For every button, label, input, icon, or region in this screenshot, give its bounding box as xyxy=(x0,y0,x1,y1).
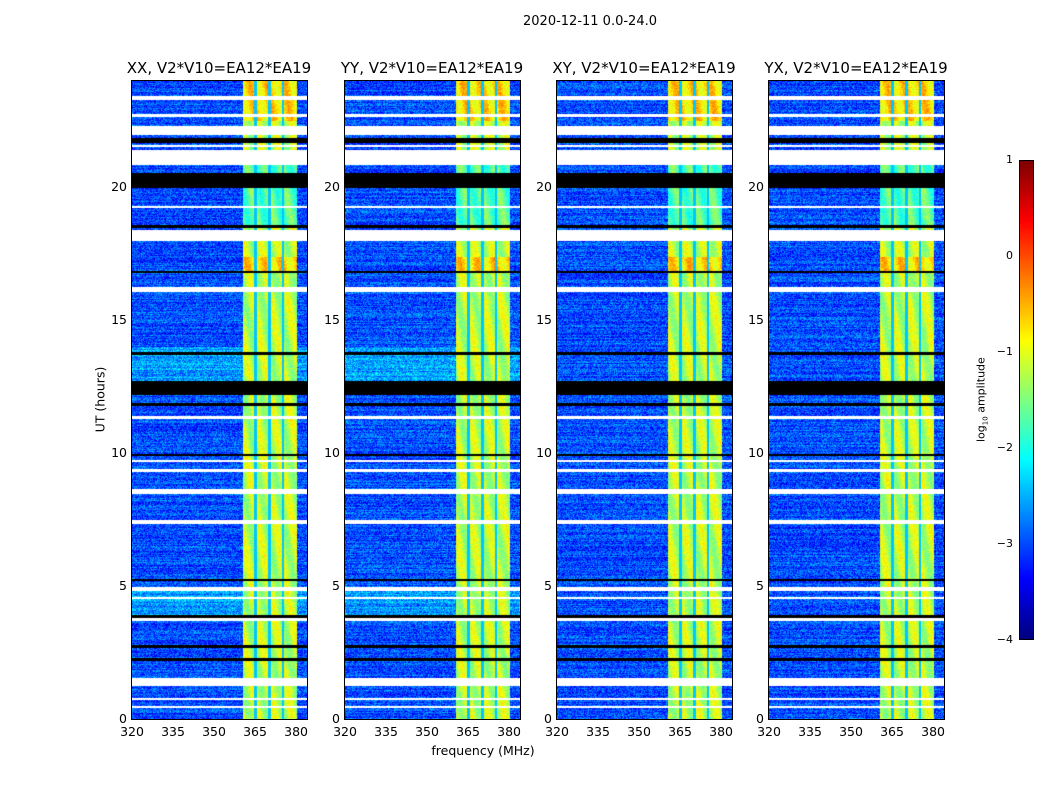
x-tick-label: 350 xyxy=(627,724,651,739)
heatmap-panel xyxy=(556,80,733,720)
x-tick-label: 365 xyxy=(243,724,267,739)
y-tick-label: 0 xyxy=(756,711,764,726)
y-tick-label: 10 xyxy=(111,445,127,461)
y-tick-label: 20 xyxy=(324,179,340,195)
x-tick-label: 380 xyxy=(284,724,308,739)
x-axis-label: frequency (MHz) xyxy=(431,743,535,758)
y-tick-label: 0 xyxy=(332,711,340,726)
x-tick-label: 335 xyxy=(374,724,398,739)
colorbar-tick-label: −4 xyxy=(996,633,1013,646)
y-tick-label: 20 xyxy=(111,179,127,195)
heatmap-panel xyxy=(131,80,308,720)
figure-title: 2020-12-11 0.0-24.0 xyxy=(523,14,657,29)
y-tick-label: 20 xyxy=(536,179,552,195)
y-tick-label: 0 xyxy=(544,711,552,726)
y-tick-label: 5 xyxy=(544,578,552,594)
x-tick-label: 380 xyxy=(709,724,733,739)
heatmap-panel xyxy=(344,80,521,720)
y-tick-label: 15 xyxy=(324,312,340,328)
heatmap-panel xyxy=(768,80,945,720)
heatmap-image xyxy=(769,81,944,719)
colorbar-tick-label: −1 xyxy=(996,345,1013,358)
heatmap-image xyxy=(345,81,520,719)
y-tick-label: 15 xyxy=(748,312,764,328)
x-tick-label: 365 xyxy=(668,724,692,739)
x-tick-label: 365 xyxy=(880,724,904,739)
y-tick-label: 5 xyxy=(119,578,127,594)
y-tick-label: 5 xyxy=(756,578,764,594)
colorbar-tick-label: 0 xyxy=(1006,249,1013,262)
y-axis-label: UT (hours) xyxy=(92,366,108,433)
x-tick-label: 335 xyxy=(161,724,185,739)
x-tick-label: 335 xyxy=(798,724,822,739)
y-tick-label: 20 xyxy=(748,179,764,195)
y-tick-label: 15 xyxy=(111,312,127,328)
x-tick-label: 380 xyxy=(497,724,521,739)
colorbar-tick-label: −2 xyxy=(996,441,1013,454)
x-tick-label: 380 xyxy=(921,724,945,739)
x-tick-label: 350 xyxy=(415,724,439,739)
x-tick-label: 320 xyxy=(757,724,781,739)
x-tick-label: 365 xyxy=(456,724,480,739)
heatmap-image xyxy=(557,81,732,719)
colorbar xyxy=(1019,160,1034,640)
panel-title: YX, V2*V10=EA12*EA19 xyxy=(764,59,948,77)
x-tick-label: 350 xyxy=(839,724,863,739)
x-tick-label: 320 xyxy=(120,724,144,739)
y-tick-label: 10 xyxy=(748,445,764,461)
colorbar-tick-label: −3 xyxy=(996,537,1013,550)
y-tick-label: 10 xyxy=(536,445,552,461)
y-tick-label: 0 xyxy=(119,711,127,726)
heatmap-image xyxy=(132,81,307,719)
panel-title: XY, V2*V10=EA12*EA19 xyxy=(552,59,736,77)
panel-title: XX, V2*V10=EA12*EA19 xyxy=(126,59,312,77)
y-tick-label: 5 xyxy=(332,578,340,594)
y-tick-label: 10 xyxy=(324,445,340,461)
x-tick-label: 320 xyxy=(333,724,357,739)
x-tick-label: 335 xyxy=(586,724,610,739)
panel-title: YY, V2*V10=EA12*EA19 xyxy=(340,59,524,77)
x-tick-label: 350 xyxy=(202,724,226,739)
colorbar-tick-label: 1 xyxy=(1006,153,1013,166)
y-tick-label: 15 xyxy=(536,312,552,328)
x-tick-label: 320 xyxy=(545,724,569,739)
